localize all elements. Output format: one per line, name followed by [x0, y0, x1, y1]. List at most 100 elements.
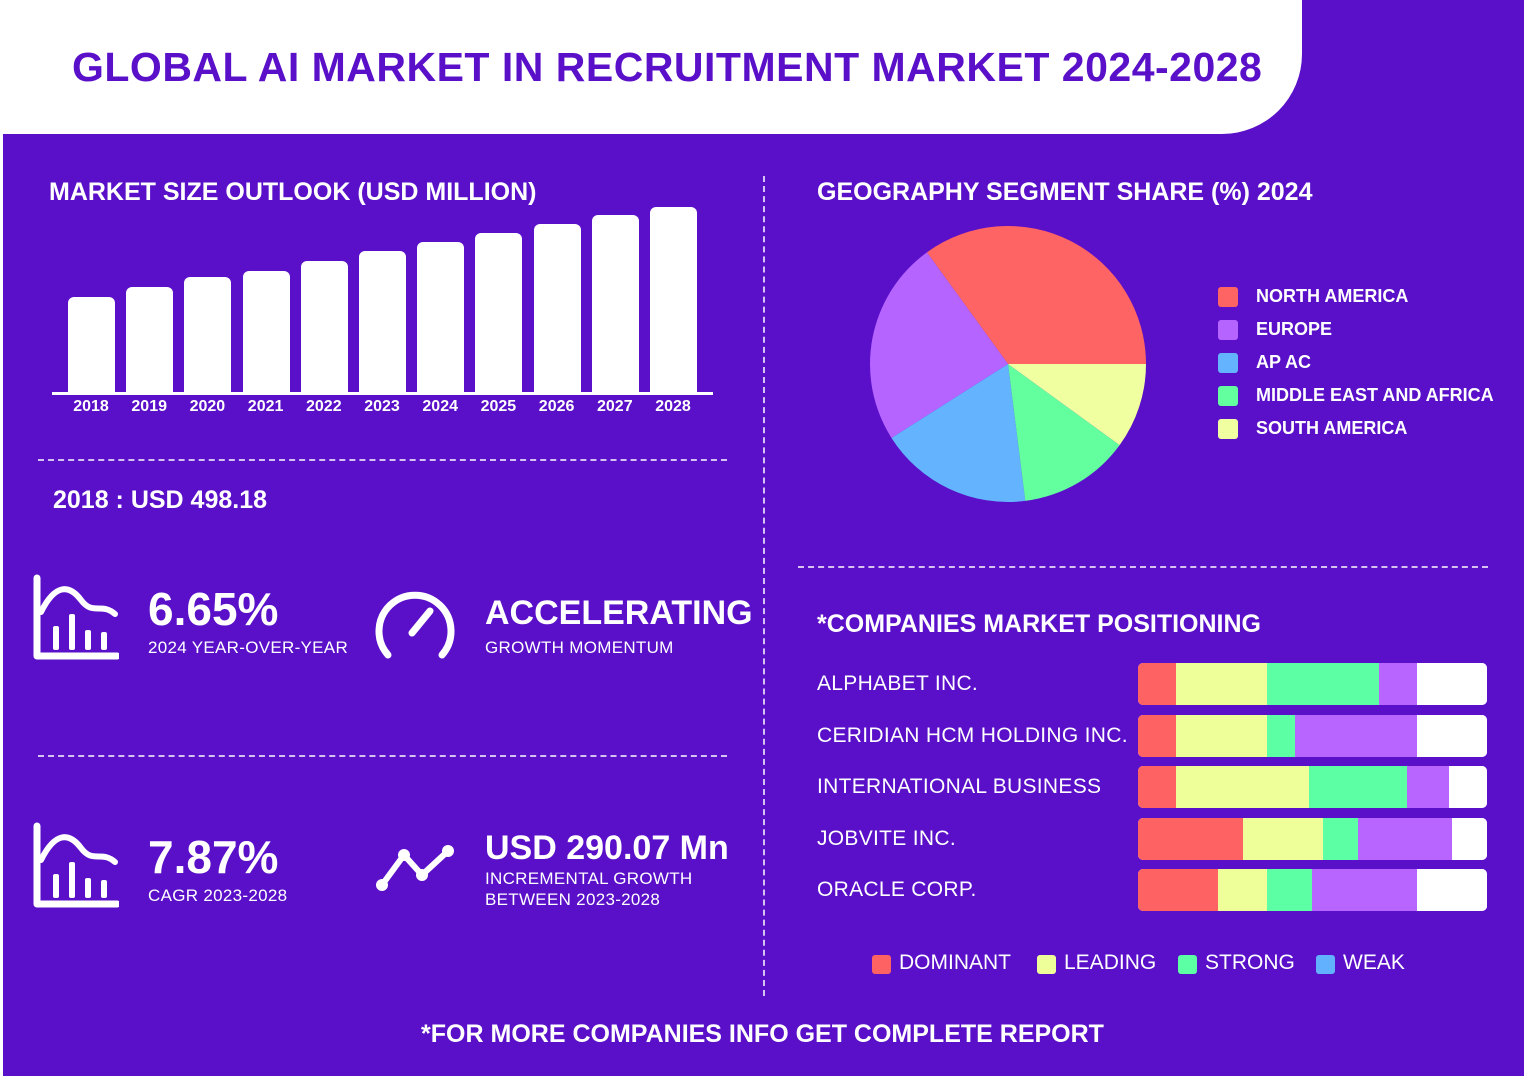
bar-label-2019: 2019: [131, 398, 167, 415]
positioning-legend-label: DOMINANT: [899, 951, 1011, 974]
bar-label-2027: 2027: [597, 398, 633, 415]
bar-label-2028: 2028: [655, 398, 691, 415]
positioning-legend-label: WEAK: [1343, 951, 1405, 974]
company-position-bar: [1138, 869, 1487, 912]
bar-2028: [650, 207, 697, 392]
bar-label-2024: 2024: [422, 398, 458, 415]
bar-2021: [242, 271, 290, 392]
company-name: ORACLE CORP.: [817, 878, 977, 902]
incremental-value: USD 290.07 Mn: [485, 829, 729, 867]
position-segment: [1406, 766, 1449, 809]
position-segment: [1295, 714, 1418, 757]
momentum-value: ACCELERATING: [485, 594, 753, 632]
divider-3: [798, 566, 1488, 568]
position-segment: [1308, 766, 1407, 809]
company-position-bar: [1138, 714, 1487, 757]
position-segment: [1218, 869, 1268, 912]
bar-2025: [475, 233, 523, 392]
position-segment: [1322, 817, 1358, 860]
bar-label-2025: 2025: [480, 398, 517, 415]
area-chart-icon: [33, 822, 119, 908]
vertical-divider: [763, 176, 765, 996]
company-name: JOBVITE INC.: [817, 826, 956, 850]
cagr-label: CAGR 2023-2028: [148, 886, 288, 905]
divider-1: [38, 459, 727, 461]
pie-slice-middle-east-and-africa: [1008, 364, 1120, 501]
position-segment: [1312, 869, 1418, 912]
pie-slice-south-america: [1008, 364, 1146, 446]
speedometer-icon: [375, 591, 455, 659]
legend-swatch-middle-east-and-africa: [1218, 386, 1238, 406]
legend-swatch-ap-ac: [1218, 353, 1238, 373]
bar-label-2023: 2023: [364, 398, 400, 415]
legend-label: EUROPE: [1256, 319, 1333, 339]
positioning-legend-label: LEADING: [1064, 951, 1157, 974]
pie-slice-europe: [870, 252, 1008, 438]
geography-heading: GEOGRAPHY SEGMENT SHARE (%) 2024: [817, 178, 1313, 206]
bar-label-2020: 2020: [189, 398, 226, 415]
position-segment: [1176, 663, 1268, 705]
legend-swatch-north-america: [1218, 287, 1238, 307]
company-name: CERIDIAN HCM HOLDING INC.: [817, 723, 1128, 747]
position-segment: [1357, 817, 1453, 860]
incremental-label-2: BETWEEN 2023-2028: [485, 890, 661, 909]
position-segment: [1452, 817, 1487, 860]
companies-heading: *COMPANIES MARKET POSITIONING: [817, 610, 1262, 638]
bar-2020: [184, 277, 232, 392]
positioning-legend-swatch: [1178, 955, 1197, 974]
bar-label-2022: 2022: [306, 398, 342, 415]
position-segment: [1448, 766, 1487, 809]
base-value: 2018 : USD 498.18: [53, 486, 268, 514]
company-position-bar: [1138, 766, 1487, 809]
yoy-value: 6.65%: [148, 583, 279, 635]
position-segment: [1138, 714, 1177, 757]
bar-2027: [591, 214, 639, 392]
position-segment: [1267, 869, 1313, 912]
legend-swatch-europe: [1218, 320, 1238, 340]
area-chart-icon: [33, 574, 119, 660]
legend-swatch-south-america: [1218, 419, 1238, 439]
bar-2024: [417, 241, 465, 392]
positioning-legend-swatch: [1316, 955, 1335, 974]
pie-slice-ap-ac: [891, 364, 1026, 502]
position-segment: [1378, 663, 1418, 705]
geography-pie-chart: [870, 226, 1146, 502]
company-name: INTERNATIONAL BUSINESS: [817, 775, 1102, 799]
positioning-legend-swatch: [872, 955, 891, 974]
company-position-bar: [1138, 817, 1487, 860]
bar-2026: [533, 224, 581, 392]
position-segment: [1242, 817, 1323, 860]
position-segment: [1138, 663, 1177, 705]
position-segment: [1138, 817, 1243, 860]
position-segment: [1267, 663, 1379, 705]
bar-2018: [68, 297, 115, 392]
position-segment: [1417, 663, 1487, 705]
divider-2: [38, 755, 727, 757]
bar-label-2021: 2021: [247, 398, 284, 415]
momentum-label: GROWTH MOMENTUM: [485, 638, 674, 657]
bar-label-2026: 2026: [538, 398, 575, 415]
trend-line-icon: [376, 845, 454, 891]
company-name: ALPHABET INC.: [817, 672, 979, 695]
bar-label-2018: 2018: [73, 398, 109, 415]
bar-2019: [126, 287, 174, 392]
position-segment: [1138, 869, 1219, 912]
position-segment: [1267, 714, 1296, 757]
position-segment: [1176, 766, 1309, 809]
positioning-legend-label: STRONG: [1205, 951, 1295, 974]
company-position-bar: [1138, 663, 1487, 705]
cagr-value: 7.87%: [148, 831, 279, 883]
legend-label: NORTH AMERICA: [1256, 286, 1409, 306]
legend-label: SOUTH AMERICA: [1256, 418, 1408, 438]
position-segment: [1417, 714, 1487, 757]
page-title: GLOBAL AI MARKET IN RECRUITMENT MARKET 2…: [72, 44, 1263, 90]
title-tab: GLOBAL AI MARKET IN RECRUITMENT MARKET 2…: [0, 0, 1302, 134]
position-segment: [1417, 869, 1487, 912]
legend-label: MIDDLE EAST AND AFRICA: [1256, 385, 1494, 405]
bar-2022: [300, 260, 348, 392]
position-segment: [1176, 714, 1268, 757]
market-size-heading: MARKET SIZE OUTLOOK (USD MILLION): [49, 178, 537, 206]
positioning-legend-swatch: [1037, 955, 1056, 974]
yoy-label: 2024 YEAR-OVER-YEAR: [148, 638, 349, 657]
